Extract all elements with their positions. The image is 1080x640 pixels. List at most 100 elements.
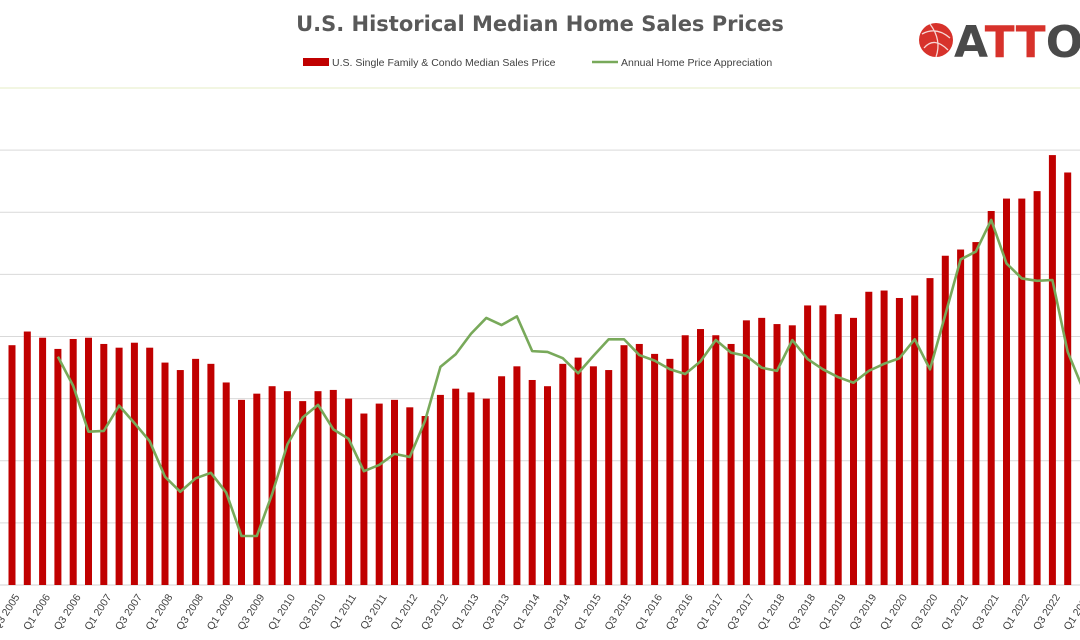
- x-tick-label: Q1 2019: [817, 592, 849, 632]
- x-tick-label: Q3 2010: [297, 592, 329, 632]
- bar: [176, 370, 184, 585]
- bar: [559, 363, 567, 585]
- appreciation-series-line: [56, 218, 1080, 538]
- bar: [834, 314, 842, 585]
- x-tick-label: Q3 2017: [725, 592, 757, 632]
- x-tick-label: Q1 2022: [1000, 592, 1032, 632]
- chart-title: U.S. Historical Median Home Sales Prices: [296, 12, 784, 36]
- bar: [1033, 191, 1041, 585]
- x-tick-label: Q3 2005: [0, 592, 23, 632]
- bar: [54, 348, 62, 585]
- bar: [620, 345, 628, 585]
- bar: [375, 403, 383, 585]
- x-tick-label: Q1 2006: [21, 592, 53, 632]
- bar: [421, 416, 429, 585]
- bar: [360, 413, 368, 585]
- bar: [880, 290, 888, 585]
- attom-logo: ATTOM: [919, 17, 1080, 68]
- bar: [8, 345, 16, 585]
- bar: [1064, 172, 1072, 586]
- x-tick-label: Q3 2016: [664, 592, 696, 632]
- bar: [895, 297, 903, 585]
- bar: [727, 343, 735, 585]
- bar: [605, 370, 613, 585]
- x-tick-label: Q3 2007: [113, 592, 145, 632]
- bar: [406, 407, 414, 585]
- price-bars: [8, 155, 1072, 586]
- x-tick-label: Q1 2013: [450, 592, 482, 632]
- bar: [452, 388, 460, 585]
- x-tick-label: Q3 2020: [909, 592, 941, 632]
- bar: [482, 398, 490, 585]
- x-tick-label: Q3 2014: [541, 592, 573, 632]
- bar: [268, 386, 276, 585]
- legend-swatch-price: [303, 58, 329, 66]
- legend-label-price: U.S. Single Family & Condo Median Sales …: [332, 57, 556, 69]
- x-tick-label: Q3 2006: [52, 592, 84, 632]
- bar: [1003, 198, 1010, 585]
- bar: [69, 338, 77, 585]
- x-tick-label: Q1 2015: [572, 592, 604, 632]
- x-tick-label: Q1 2008: [144, 592, 176, 632]
- bar: [681, 335, 689, 585]
- bar: [39, 337, 47, 585]
- x-tick-label: Q3 2019: [847, 592, 879, 632]
- bar: [819, 305, 827, 585]
- bar: [85, 337, 92, 585]
- bar: [987, 211, 995, 585]
- bar: [345, 398, 353, 585]
- x-tick-label: Q1 2017: [694, 592, 726, 632]
- bar: [283, 391, 291, 585]
- logo-text: ATTOM: [954, 17, 1080, 68]
- bar: [1018, 198, 1026, 585]
- bar: [666, 358, 674, 585]
- x-tick-label: Q1 2018: [756, 592, 788, 632]
- x-tick-label: Q3 2013: [480, 592, 512, 632]
- bar: [850, 317, 857, 585]
- bar: [635, 343, 643, 585]
- x-tick-label: Q3 2018: [786, 592, 818, 632]
- bar: [513, 366, 521, 585]
- x-tick-label: Q1 2007: [82, 592, 114, 632]
- x-tick-label: Q1 2012: [388, 592, 420, 632]
- bar: [758, 317, 766, 585]
- bar: [574, 357, 582, 585]
- bar: [222, 382, 230, 585]
- bar: [788, 325, 796, 585]
- x-tick-label: Q3 2008: [174, 592, 206, 632]
- x-tick-label: Q3 2021: [970, 592, 1002, 632]
- bar: [544, 386, 551, 585]
- x-tick-label: Q1 2010: [266, 592, 298, 632]
- logo-globe-icon: [919, 23, 953, 57]
- bar: [712, 335, 720, 585]
- bar: [1048, 155, 1056, 585]
- legend: U.S. Single Family & Condo Median Sales …: [303, 57, 772, 69]
- bar: [436, 394, 444, 585]
- bar: [941, 255, 949, 586]
- bar: [926, 278, 934, 585]
- bar: [100, 343, 108, 585]
- bar: [467, 392, 475, 585]
- bar: [391, 399, 398, 585]
- bar: [589, 366, 597, 585]
- x-tick-label: Q3 2011: [358, 592, 390, 632]
- bar: [130, 342, 138, 585]
- bar: [146, 347, 154, 585]
- bar: [865, 291, 873, 585]
- x-tick-label: Q3 2009: [235, 592, 267, 632]
- bar: [528, 379, 536, 585]
- x-tick-label: Q1 2014: [511, 592, 543, 632]
- x-tick-label: Q1 2023: [1062, 592, 1080, 632]
- bar: [911, 295, 919, 585]
- bar: [23, 331, 31, 585]
- bar: [498, 376, 506, 585]
- x-tick-label: Q3 2022: [1031, 592, 1063, 632]
- x-tick-label: Q1 2021: [939, 592, 971, 632]
- bar: [299, 401, 307, 585]
- legend-label-appreciation: Annual Home Price Appreciation: [621, 57, 772, 69]
- x-tick-label: Q3 2015: [603, 592, 635, 632]
- appreciation-line: [56, 218, 1080, 538]
- x-tick-label: Q1 2011: [328, 592, 360, 632]
